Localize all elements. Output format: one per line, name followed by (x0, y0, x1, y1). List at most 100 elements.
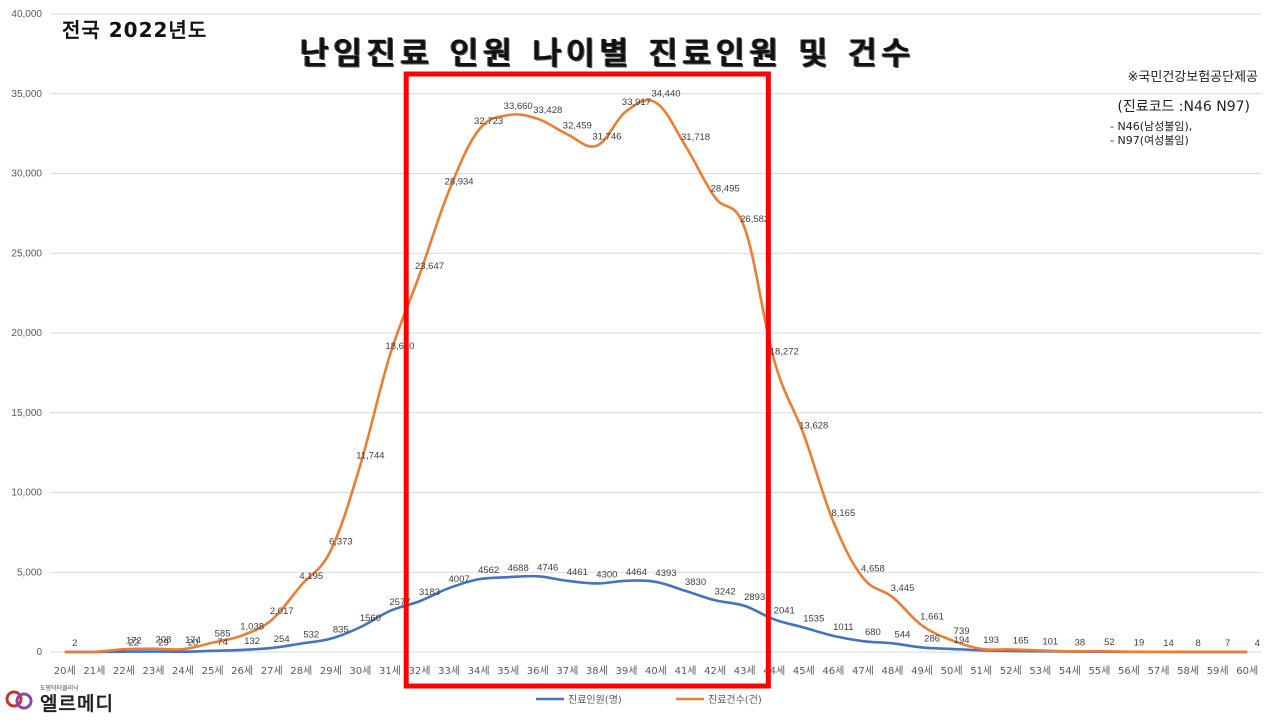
x-tick-label: 21세 (83, 665, 105, 677)
data-label: 208 (156, 635, 172, 646)
y-tick-label: 20,000 (11, 328, 42, 339)
x-tick-label: 22세 (113, 665, 135, 677)
x-tick-label: 58세 (1177, 665, 1199, 677)
data-label: 1,038 (240, 621, 264, 632)
x-tick-label: 28세 (290, 665, 312, 677)
x-tick-label: 49세 (911, 665, 933, 677)
x-tick-label: 45세 (793, 665, 815, 677)
data-label: 739 (954, 626, 970, 637)
data-label: 101 (1042, 636, 1058, 647)
data-label: 3,445 (891, 583, 915, 594)
data-label: 172 (126, 635, 142, 646)
y-tick-label: 15,000 (11, 408, 42, 419)
y-tick-label: 10,000 (11, 488, 42, 499)
data-label: 2577 (389, 597, 410, 608)
data-label: 254 (274, 634, 290, 645)
data-label: 52 (1104, 637, 1115, 648)
data-label: 585 (215, 629, 231, 640)
y-tick-label: 40,000 (11, 9, 42, 20)
data-label: 1560 (360, 613, 381, 624)
x-tick-label: 56세 (1118, 665, 1140, 677)
highlight-box (403, 71, 771, 689)
data-label: 286 (924, 633, 940, 644)
data-label: 74 (217, 637, 228, 648)
x-tick-label: 38세 (586, 665, 608, 677)
x-tick-label: 40세 (645, 665, 667, 677)
data-label: 34,440 (651, 89, 680, 100)
x-tick-label: 53세 (1029, 665, 1051, 677)
code-item: N46(남성불임), (1110, 120, 1192, 134)
data-label: 32,459 (563, 120, 592, 131)
x-tick-label: 54세 (1059, 665, 1081, 677)
data-label: 19 (1134, 638, 1145, 649)
data-label: 4461 (567, 567, 588, 578)
data-label: 835 (333, 625, 349, 636)
legend-label: 진료인원(명) (568, 694, 622, 706)
data-label: 4,658 (861, 564, 885, 575)
x-tick-label: 36세 (527, 665, 549, 677)
data-label: 4007 (449, 574, 470, 585)
data-label: 1,661 (920, 612, 944, 623)
data-label: 31,718 (681, 132, 710, 143)
x-tick-label: 37세 (556, 665, 578, 677)
codes-heading: (진료코드 :N46 N97) (1117, 99, 1250, 115)
x-tick-label: 31세 (379, 665, 401, 677)
data-label: 680 (865, 627, 881, 638)
data-label: 31,746 (592, 132, 621, 143)
data-label: 4688 (508, 563, 529, 574)
x-tick-label: 26세 (231, 665, 253, 677)
logo: 도핑닥터클리닉 엘르메디 (4, 683, 114, 716)
legend: 진료인원(명) 진료건수(건) (536, 694, 762, 706)
x-tick-label: 57세 (1148, 665, 1170, 677)
x-tick-label: 23세 (142, 665, 164, 677)
x-tick-label: 46세 (822, 665, 844, 677)
data-label: 18,272 (770, 347, 799, 358)
x-tick-label: 50세 (941, 665, 963, 677)
x-tick-label: 34세 (468, 665, 490, 677)
data-label: 3830 (685, 577, 706, 588)
x-tick-label: 43세 (734, 665, 756, 677)
legend-label: 진료건수(건) (708, 694, 762, 706)
data-label: 13,628 (799, 421, 828, 432)
x-tick-label: 35세 (497, 665, 519, 677)
data-label: 18,620 (385, 341, 414, 352)
x-tick-label: 33세 (438, 665, 460, 677)
x-tick-label: 41세 (675, 665, 697, 677)
data-label: 4464 (626, 567, 647, 578)
logo-icon (5, 690, 33, 709)
y-tick-label: 0 (36, 647, 42, 658)
x-tick-label: 51세 (970, 665, 992, 677)
x-tick-label: 29세 (320, 665, 342, 677)
x-tick-label: 55세 (1088, 665, 1110, 677)
x-tick-label: 59세 (1207, 665, 1229, 677)
data-label: 26,582 (740, 214, 769, 225)
data-label: 11,744 (356, 451, 384, 462)
logo-subtext: 도핑닥터클리닉 (40, 685, 79, 692)
code-item: N97(여성불임) (1110, 134, 1192, 148)
data-label: 532 (303, 630, 319, 641)
data-label: 38 (1075, 637, 1086, 648)
x-tick-label: 20세 (54, 665, 76, 677)
x-tick-label: 52세 (1000, 665, 1022, 677)
code-list: N46(남성불임), N97(여성불임) (1110, 120, 1192, 148)
x-tick-label: 25세 (202, 665, 224, 677)
data-label: 193 (983, 635, 999, 646)
data-label: 3242 (715, 586, 736, 597)
source-note: ※국민건강보험공단제공 (1127, 70, 1259, 85)
data-label: 33,660 (504, 101, 533, 112)
series-lines (64, 98, 1248, 654)
data-label: 1535 (803, 614, 824, 625)
y-tick-label: 25,000 (11, 248, 42, 259)
data-label: 23,647 (415, 261, 444, 272)
chart-title: 난임진료 인원 나이별 진료인원 및 건수 (300, 36, 916, 72)
x-tick-label: 60세 (1236, 665, 1258, 677)
data-label: 4 (1255, 638, 1260, 649)
data-label: 4,195 (299, 571, 323, 582)
data-label: 2041 (774, 605, 795, 616)
data-label: 2,017 (270, 606, 294, 617)
data-label: 165 (1013, 635, 1029, 646)
data-label: 4300 (596, 569, 617, 580)
y-tick-label: 30,000 (11, 169, 42, 180)
x-tick-label: 47세 (852, 665, 874, 677)
